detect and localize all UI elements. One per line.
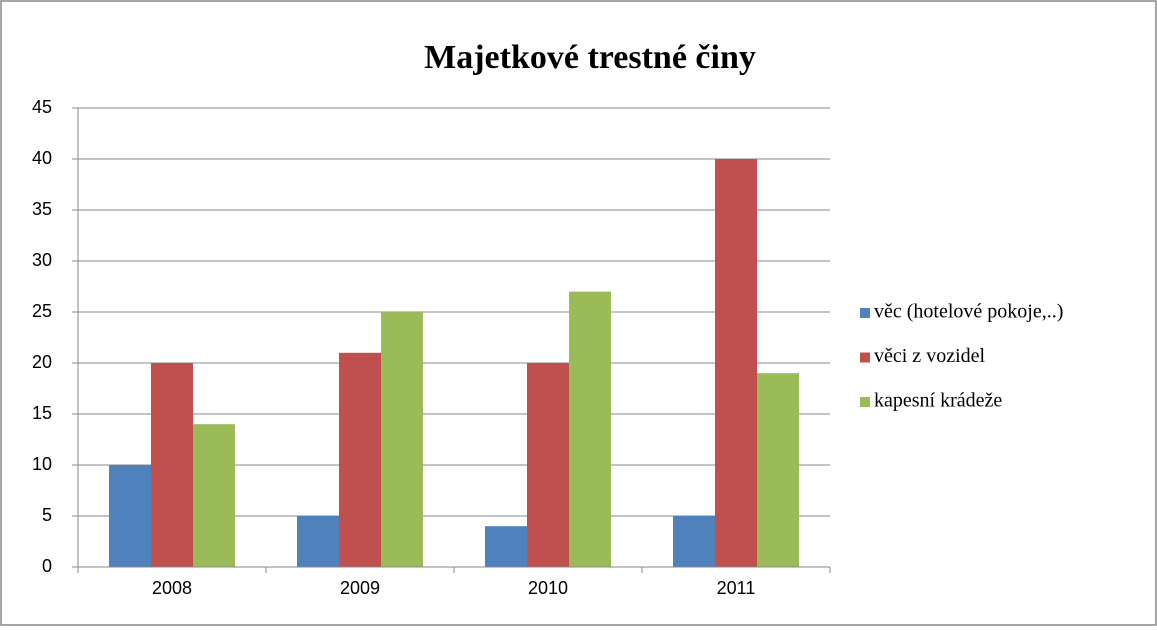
x-tick-label: 2008 bbox=[152, 578, 192, 598]
bar bbox=[715, 159, 757, 567]
bar bbox=[193, 424, 235, 567]
y-tick-label: 35 bbox=[32, 199, 52, 219]
y-tick-label: 5 bbox=[42, 505, 52, 525]
x-tick-label: 2011 bbox=[717, 578, 756, 598]
legend-swatch bbox=[860, 352, 870, 363]
bar bbox=[297, 516, 339, 567]
legend-label: kapesní krádeže bbox=[874, 390, 1002, 412]
y-tick-label: 10 bbox=[32, 454, 52, 474]
bar bbox=[569, 291, 611, 567]
legend-swatch bbox=[860, 397, 870, 407]
y-tick-label: 0 bbox=[42, 556, 52, 576]
bar bbox=[109, 465, 151, 567]
y-tick-label: 45 bbox=[32, 97, 52, 117]
bar bbox=[673, 516, 715, 567]
legend-swatch bbox=[860, 308, 870, 318]
legend-label: věc (hotelové pokoje,..) bbox=[874, 301, 1063, 323]
y-tick-label: 15 bbox=[32, 403, 52, 423]
bar bbox=[757, 373, 799, 567]
legend-label: věci z vozidel bbox=[874, 345, 985, 367]
x-tick-label: 2009 bbox=[340, 578, 380, 598]
y-tick-label: 30 bbox=[32, 250, 52, 270]
bar bbox=[151, 363, 193, 567]
chart-title: Majetkové trestné činy bbox=[424, 39, 756, 76]
bar bbox=[339, 352, 381, 567]
x-tick-label: 2010 bbox=[528, 578, 568, 598]
y-tick-label: 20 bbox=[32, 352, 52, 372]
bar bbox=[485, 526, 527, 567]
bar bbox=[527, 363, 569, 567]
bar bbox=[381, 312, 423, 567]
y-tick-label: 40 bbox=[32, 148, 52, 168]
y-tick-label: 25 bbox=[32, 301, 52, 321]
